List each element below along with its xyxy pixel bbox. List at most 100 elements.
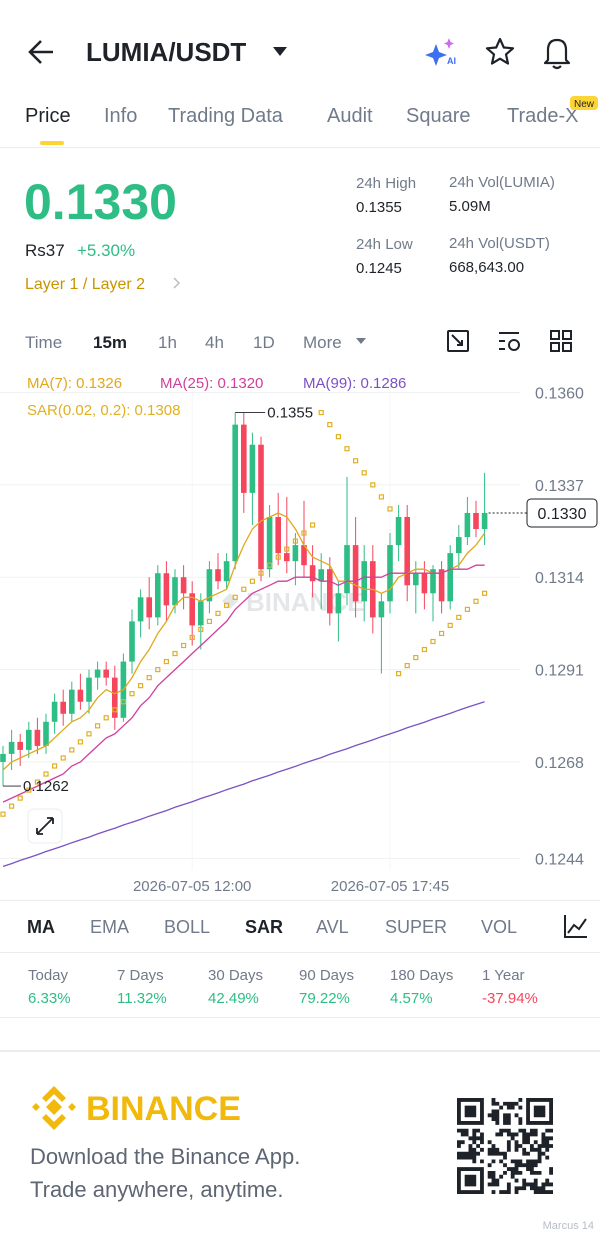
indicator-tab[interactable]: MA [27, 917, 55, 937]
indicator-tab[interactable]: EMA [90, 917, 129, 937]
candle-body [438, 569, 445, 602]
tab[interactable]: Square [406, 105, 471, 127]
sar-dot [215, 610, 221, 616]
tab[interactable]: Price [25, 105, 71, 127]
candle-body [146, 597, 152, 618]
sar-dot [198, 626, 204, 633]
sar-dot [353, 458, 359, 464]
period-label: 1 Year [482, 967, 525, 984]
period-label: Today [28, 967, 69, 984]
tab[interactable]: Trade-X [507, 105, 579, 127]
sar-dot [284, 546, 290, 552]
sar-dot [387, 506, 393, 512]
min-label: 0.1262 [23, 778, 69, 795]
y-tick-label: 0.1291 [535, 663, 584, 680]
candle-body [447, 553, 453, 602]
stat-value: 0.1245 [356, 260, 402, 277]
candle-body [69, 689, 75, 714]
indicator-tab[interactable]: VOL [481, 917, 517, 937]
alert-button[interactable] [543, 38, 571, 70]
stat-value: 668,643.00 [449, 259, 524, 276]
ma-line [2, 564, 485, 803]
indicator-tab[interactable]: BOLL [164, 917, 210, 937]
candle-body [77, 689, 84, 702]
stat-label: 24h Low [356, 236, 413, 253]
interval[interactable]: 1h [158, 333, 177, 352]
y-tick-label: 0.1244 [535, 851, 584, 868]
legend-entry: MA(99): 0.1286 [303, 375, 406, 392]
candle-body [421, 573, 428, 594]
sar-dot [129, 691, 135, 697]
sar-dot [69, 747, 75, 753]
interval[interactable]: 4h [205, 333, 224, 352]
period-change: 4.57% [390, 990, 433, 1007]
sar-dot [34, 779, 41, 785]
expand-button[interactable] [27, 808, 63, 844]
divider [0, 900, 600, 901]
period-label: 90 Days [299, 967, 354, 984]
sar-dot [206, 618, 212, 625]
sar-dot [146, 675, 152, 681]
tags[interactable]: Layer 1 / Layer 2 [25, 276, 145, 293]
candle-body [112, 677, 118, 718]
sar-dot [482, 590, 488, 596]
interval[interactable]: More [303, 333, 342, 352]
interval[interactable]: Time [25, 333, 62, 352]
interval[interactable]: 1D [253, 333, 275, 352]
ai-button[interactable]: AI [425, 38, 456, 66]
candle-body [352, 545, 359, 602]
candle-body [275, 516, 281, 554]
candle-body [232, 424, 238, 562]
pair-caret[interactable] [273, 47, 287, 56]
pair-title[interactable]: LUMIA/USDT [86, 37, 246, 67]
chart-tools[interactable] [447, 330, 572, 352]
period-change: 11.32% [117, 990, 167, 1007]
candle-body [404, 516, 410, 586]
tab[interactable]: Audit [327, 105, 373, 127]
indicator-settings[interactable] [564, 915, 587, 938]
indicator-tab[interactable]: SAR [245, 917, 283, 937]
tab[interactable]: Trading Data [168, 105, 284, 127]
indicator-tab[interactable]: SUPER [385, 917, 447, 937]
new-badge-bg [570, 96, 598, 110]
sar-dot [335, 434, 341, 440]
sar-dot [344, 446, 350, 452]
sar-dot [0, 811, 6, 817]
candle-body [344, 545, 350, 594]
candle-body [223, 561, 230, 582]
stat-value: 5.09M [449, 198, 491, 215]
sar-dot [301, 530, 307, 536]
candle-body [258, 444, 264, 570]
indicator-tab[interactable]: AVL [316, 917, 349, 937]
promo-line: Download the Binance App. [30, 1144, 300, 1169]
candle-body [51, 701, 58, 722]
chart: BINANCE 0.13600.13370.13140.12910.12680.… [0, 370, 598, 895]
legend-entry: MA(7): 0.1326 [27, 375, 122, 392]
candle-body [180, 577, 187, 594]
candle-body [395, 516, 402, 546]
y-tick-label: 0.1268 [535, 755, 584, 772]
candle-body [43, 721, 49, 746]
y-tick-label: 0.1314 [535, 570, 584, 587]
sar-dot [292, 538, 298, 544]
divider [0, 1050, 600, 1052]
favorite-button[interactable] [485, 37, 515, 65]
sar-dot [413, 654, 419, 661]
last-price-box [526, 498, 598, 528]
y-tick-label: 0.1337 [535, 478, 584, 495]
sar-dot [396, 671, 402, 677]
interval[interactable]: 15m [93, 333, 127, 352]
sar-dot [327, 422, 333, 428]
sar-dot [258, 570, 264, 576]
tab[interactable]: Info [104, 105, 137, 127]
divider [0, 147, 600, 148]
qr-modules [457, 1098, 553, 1194]
watermark: Marcus 14 [543, 1220, 594, 1232]
sar-dot [60, 755, 66, 761]
back-button[interactable] [28, 40, 53, 64]
candle-body [206, 569, 213, 602]
divider [0, 1017, 600, 1018]
sar-dot [310, 522, 316, 528]
sar-dot [421, 646, 427, 653]
